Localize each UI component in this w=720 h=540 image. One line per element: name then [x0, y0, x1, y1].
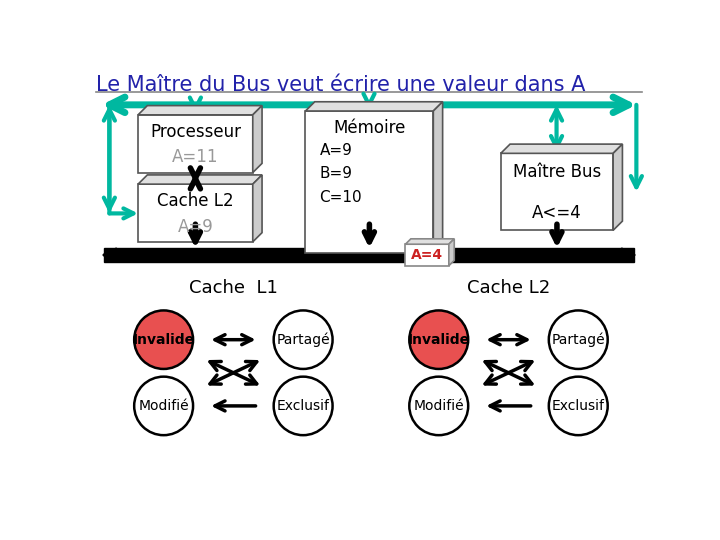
- Circle shape: [134, 310, 193, 369]
- Text: A=9: A=9: [178, 218, 213, 235]
- Text: Maître Bus: Maître Bus: [513, 163, 601, 180]
- Bar: [104, 248, 634, 262]
- Text: Invalide: Invalide: [408, 333, 470, 347]
- Polygon shape: [253, 106, 262, 173]
- Polygon shape: [138, 184, 253, 242]
- Text: Cache L2: Cache L2: [467, 279, 550, 297]
- Text: Cache L2: Cache L2: [157, 192, 234, 210]
- Circle shape: [549, 310, 608, 369]
- Circle shape: [134, 377, 193, 435]
- Circle shape: [549, 377, 608, 435]
- Text: A=4: A=4: [411, 248, 444, 262]
- Polygon shape: [305, 102, 443, 111]
- Polygon shape: [449, 239, 454, 266]
- Text: Partagé: Partagé: [552, 333, 605, 347]
- Text: Le Maître du Bus veut écrire une valeur dans A: Le Maître du Bus veut écrire une valeur …: [96, 75, 585, 95]
- Polygon shape: [500, 144, 622, 153]
- Polygon shape: [138, 175, 262, 184]
- Polygon shape: [138, 115, 253, 173]
- Text: Invalide: Invalide: [132, 333, 194, 347]
- Circle shape: [274, 377, 333, 435]
- Polygon shape: [433, 102, 443, 253]
- Text: Exclusif: Exclusif: [552, 399, 605, 413]
- Text: A<=4: A<=4: [532, 205, 582, 222]
- Text: Partagé: Partagé: [276, 333, 330, 347]
- Text: Modifié: Modifié: [138, 399, 189, 413]
- Polygon shape: [405, 239, 454, 244]
- Text: C=10: C=10: [320, 190, 362, 205]
- Text: B=9: B=9: [320, 166, 352, 181]
- Circle shape: [409, 310, 468, 369]
- Text: A=11: A=11: [172, 148, 219, 166]
- Text: Modifié: Modifié: [413, 399, 464, 413]
- Polygon shape: [253, 175, 262, 242]
- Text: A=9: A=9: [320, 143, 352, 158]
- Text: Mémoire: Mémoire: [333, 119, 405, 137]
- Polygon shape: [613, 144, 622, 231]
- Text: Exclusif: Exclusif: [276, 399, 330, 413]
- Polygon shape: [305, 111, 433, 253]
- Text: Processeur: Processeur: [150, 123, 241, 140]
- Polygon shape: [500, 153, 613, 231]
- Circle shape: [274, 310, 333, 369]
- Polygon shape: [138, 106, 262, 115]
- Polygon shape: [405, 244, 449, 266]
- Text: Cache  L1: Cache L1: [189, 279, 278, 297]
- Circle shape: [409, 377, 468, 435]
